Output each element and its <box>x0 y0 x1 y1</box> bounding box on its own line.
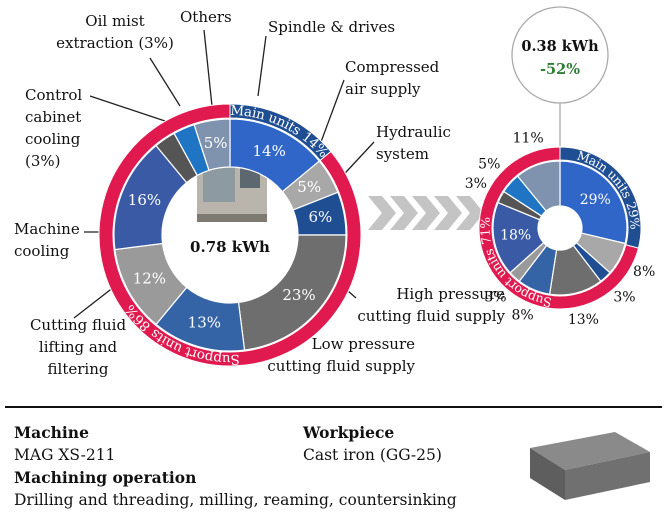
info-heading: Machining operation <box>14 468 197 487</box>
value-label: 29% <box>580 192 611 208</box>
value-label: 3% <box>465 176 487 192</box>
info-heading: Workpiece <box>303 423 395 442</box>
category-label: Control cabinet cooling (3%) <box>25 86 83 170</box>
ring-value: 71% <box>477 216 494 246</box>
value-label: 18% <box>500 228 531 244</box>
value-label: 5% <box>204 134 228 152</box>
value-label: 14% <box>252 142 285 160</box>
category-label: Spindle & drives <box>268 18 396 36</box>
callout-title: 0.38 kWh <box>521 38 599 55</box>
workpiece-image <box>530 432 650 500</box>
value-label: 13% <box>568 312 599 328</box>
category-label: High pressure cutting fluid supply <box>357 285 505 325</box>
value-label: 5% <box>297 178 321 196</box>
value-label: 8% <box>633 264 655 280</box>
donut-slice <box>193 118 231 172</box>
category-label: Others <box>180 8 232 26</box>
info-text: Drilling and threading, milling, reaming… <box>14 491 457 509</box>
value-label: 23% <box>282 286 315 304</box>
ring-segment <box>98 103 362 367</box>
category-label: Low pressure cutting fluid supply <box>267 335 415 375</box>
category-label: Oil mist extraction (3%) <box>56 12 174 52</box>
ring-value: 29% <box>624 200 643 230</box>
info-text: Cast iron (GG-25) <box>303 446 442 464</box>
value-label: 6% <box>308 208 332 226</box>
ring-segment <box>478 146 640 310</box>
callout-change: -52% <box>540 61 580 78</box>
value-label: 11% <box>513 131 544 147</box>
donut-slice <box>516 160 561 212</box>
donut-slice <box>559 160 628 245</box>
value-label: 13% <box>188 313 221 331</box>
category-label: Hydraulic system <box>376 123 451 163</box>
arrow-chevrons <box>368 196 484 230</box>
category-label: Machine cooling <box>14 220 80 260</box>
value-label: 16% <box>128 191 161 209</box>
value-label: 5% <box>478 157 500 173</box>
callout-bubble <box>511 6 609 104</box>
category-label: Cutting fluid lifting and filtering <box>29 316 127 378</box>
center-label: 0.78 kWh <box>190 238 270 256</box>
info-text: MAG XS-211 <box>14 446 116 464</box>
category-label: Compressed air supply <box>345 58 440 98</box>
value-label: 8% <box>512 307 534 323</box>
value-label: 3% <box>484 290 506 306</box>
value-label: 3% <box>613 290 635 306</box>
info-heading: Machine <box>14 423 89 442</box>
value-label: 12% <box>133 269 166 287</box>
